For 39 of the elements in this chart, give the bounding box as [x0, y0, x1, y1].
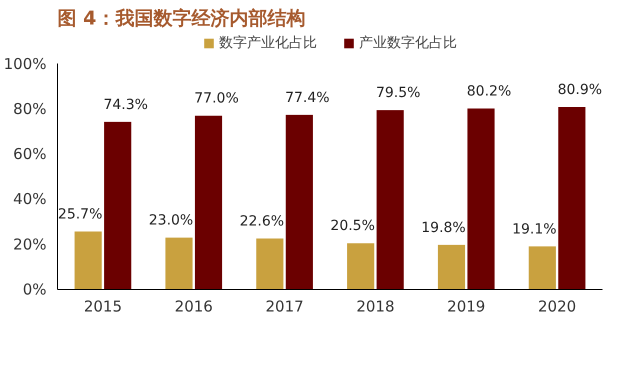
bar: [74, 232, 102, 290]
data-label: 79.5%: [376, 85, 420, 102]
x-tick-label: 2019: [447, 298, 486, 316]
y-tick-label: 20%: [13, 235, 47, 254]
x-tick-label: 2015: [84, 298, 122, 316]
x-tick-label: 2016: [174, 298, 213, 316]
data-label: 19.8%: [421, 220, 466, 236]
bar: [558, 106, 586, 290]
data-label: 25.7%: [58, 206, 102, 222]
y-tick-label: 80%: [13, 100, 47, 118]
data-label: 20.5%: [330, 218, 375, 234]
data-label: 77.0%: [194, 90, 239, 107]
bar: [286, 114, 313, 290]
legend-label: 数字产业化占比: [219, 34, 317, 52]
y-tick-label: 100%: [4, 54, 47, 73]
bar: [438, 244, 466, 290]
chart-title: 图 4：我国数字经济内部结构: [58, 8, 306, 30]
data-label: 80.9%: [558, 82, 602, 98]
data-label: 19.1%: [512, 221, 557, 238]
y-tick-label: 60%: [13, 145, 47, 164]
bar: [528, 246, 556, 290]
bar: [256, 238, 284, 290]
data-label: 22.6%: [240, 213, 284, 230]
bar: [347, 243, 374, 290]
legend-label: 产业数字化占比: [359, 34, 457, 52]
x-tick-label: 2020: [538, 298, 576, 316]
bar: [165, 238, 193, 290]
x-tick-label: 2017: [265, 298, 304, 316]
x-tick-label: 2018: [356, 298, 395, 316]
bar: [104, 122, 132, 290]
bar: [194, 116, 222, 290]
y-tick-label: 0%: [22, 280, 46, 298]
data-label: 74.3%: [103, 96, 148, 113]
data-label: 77.4%: [285, 90, 330, 106]
bar: [376, 110, 404, 290]
data-label: 80.2%: [466, 83, 512, 100]
y-tick-label: 40%: [13, 190, 47, 208]
bar: [467, 108, 495, 290]
data-label: 23.0%: [148, 212, 194, 229]
